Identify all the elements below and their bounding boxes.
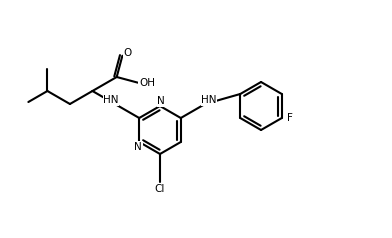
Text: HN: HN [103, 95, 119, 105]
Text: OH: OH [139, 78, 155, 88]
Text: O: O [123, 48, 132, 58]
Text: Cl: Cl [155, 184, 165, 194]
Text: F: F [287, 113, 293, 123]
Text: N: N [134, 142, 142, 152]
Text: HN: HN [201, 95, 217, 105]
Text: N: N [157, 96, 165, 106]
